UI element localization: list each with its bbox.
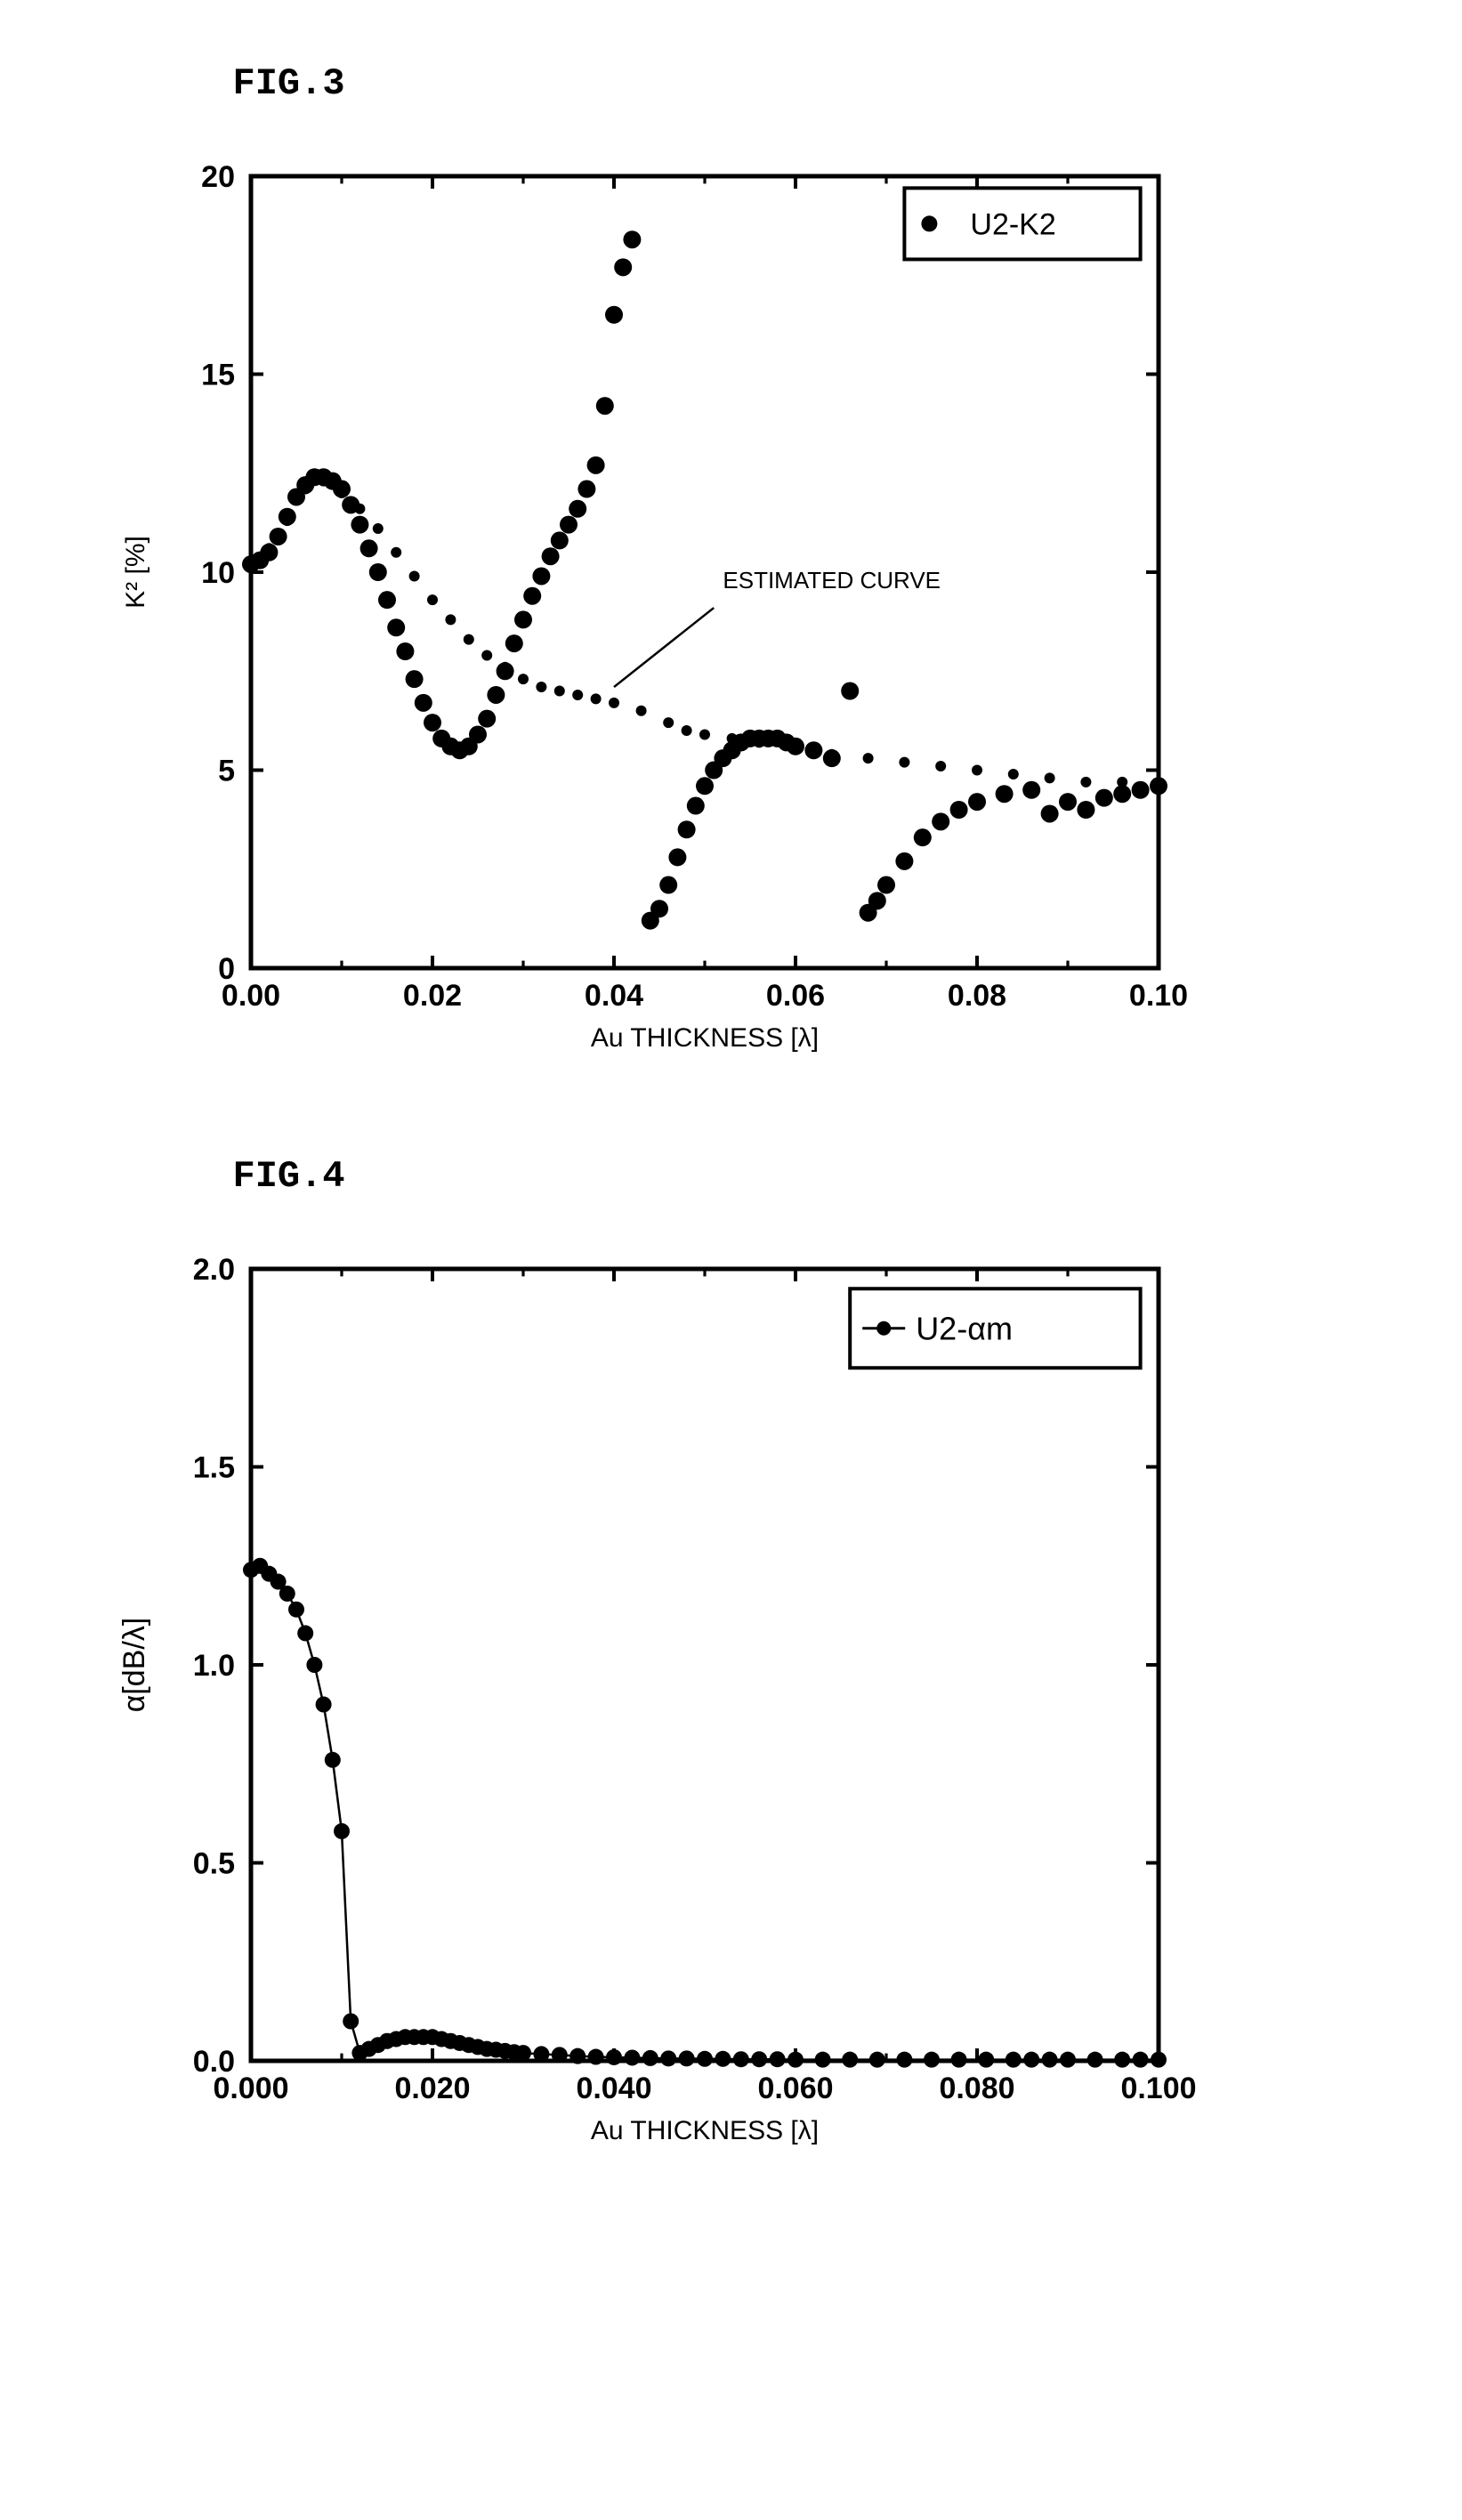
- svg-text:0.040: 0.040: [576, 2072, 651, 2105]
- svg-text:Au THICKNESS [λ]: Au THICKNESS [λ]: [590, 2116, 818, 2145]
- svg-text:1.0: 1.0: [192, 1649, 234, 1683]
- svg-text:0.08: 0.08: [947, 979, 1006, 1013]
- svg-text:0.100: 0.100: [1120, 2072, 1196, 2105]
- svg-text:0.06: 0.06: [765, 979, 824, 1013]
- svg-text:ESTIMATED CURVE: ESTIMATED CURVE: [723, 567, 941, 594]
- svg-text:α[dB/λ]: α[dB/λ]: [117, 1618, 151, 1713]
- svg-text:0: 0: [218, 952, 235, 986]
- svg-text:2.0: 2.0: [192, 1253, 234, 1287]
- svg-text:U2-αm: U2-αm: [916, 1310, 1013, 1346]
- figure-4-title: FIG.4: [233, 1155, 1426, 1198]
- svg-text:0.080: 0.080: [939, 2072, 1014, 2105]
- svg-text:U2-K2: U2-K2: [970, 207, 1055, 241]
- svg-text:15: 15: [201, 359, 235, 392]
- svg-text:0.5: 0.5: [192, 1847, 234, 1881]
- figure-3-chart: 0.000.020.040.060.080.1005101520Au THICK…: [37, 123, 1426, 1102]
- svg-text:K² [%]: K² [%]: [121, 536, 150, 609]
- svg-text:0.020: 0.020: [394, 2072, 470, 2105]
- svg-text:Au THICKNESS [λ]: Au THICKNESS [λ]: [590, 1023, 818, 1053]
- svg-text:20: 20: [201, 160, 235, 194]
- page: FIG.3 0.0 0 0.02 0.04 0.06 0.08 0.100 5 10 15 20 Au…: [37, 62, 1426, 2194]
- svg-text:0.0: 0.0: [192, 2045, 234, 2079]
- svg-text:0.02: 0.02: [402, 979, 461, 1013]
- svg-text:0.10: 0.10: [1128, 979, 1187, 1013]
- svg-text:0.04: 0.04: [584, 979, 642, 1013]
- svg-text:10: 10: [201, 556, 235, 590]
- figure-3-title: FIG.3: [233, 62, 1426, 105]
- figure-4-chart: 0.0000.0200.0400.0600.0800.1000.00.51.01…: [37, 1216, 1426, 2194]
- svg-text:1.5: 1.5: [192, 1451, 234, 1485]
- svg-text:0.060: 0.060: [757, 2072, 833, 2105]
- svg-text:5: 5: [218, 755, 235, 788]
